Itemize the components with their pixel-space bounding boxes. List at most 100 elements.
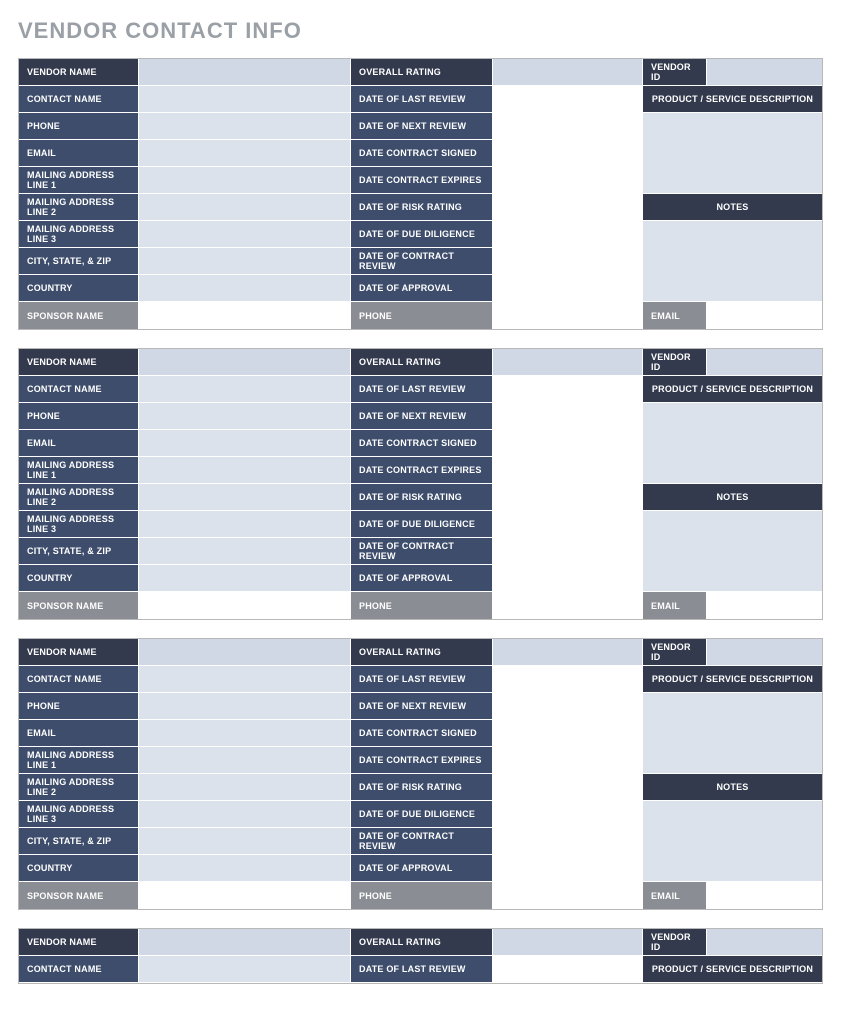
value-mail1[interactable] [139, 747, 351, 774]
value-city-state-zip[interactable] [139, 538, 351, 565]
label-country: COUNTRY [19, 855, 139, 882]
value-city-state-zip[interactable] [139, 248, 351, 275]
value-country[interactable] [139, 275, 351, 302]
value-sponsor-name[interactable] [139, 882, 351, 909]
value-sponsor-phone[interactable] [493, 592, 643, 619]
value-mail3[interactable] [139, 801, 351, 828]
value-date-contract-signed[interactable] [493, 720, 643, 747]
label-mail3: MAILING ADDRESS LINE 3 [19, 801, 139, 828]
value-date-contract-signed[interactable] [493, 140, 643, 167]
value-date-risk-rating[interactable] [493, 774, 643, 801]
value-date-due-diligence[interactable] [493, 511, 643, 538]
label-date-risk-rating: DATE OF RISK RATING [351, 484, 493, 511]
value-mail3[interactable] [139, 511, 351, 538]
value-date-contract-signed[interactable] [493, 430, 643, 457]
label-date-risk-rating: DATE OF RISK RATING [351, 774, 493, 801]
label-date-approval: DATE OF APPROVAL [351, 275, 493, 302]
value-sponsor-email[interactable] [707, 592, 822, 619]
value-overall-rating[interactable] [493, 59, 643, 86]
value-date-last-review[interactable] [493, 666, 643, 693]
value-country[interactable] [139, 855, 351, 882]
value-sponsor-phone[interactable] [493, 882, 643, 909]
value-mail2[interactable] [139, 194, 351, 221]
value-date-contract-expires[interactable] [493, 457, 643, 484]
label-date-contract-expires: DATE CONTRACT EXPIRES [351, 747, 493, 774]
value-sponsor-name[interactable] [139, 592, 351, 619]
value-product-desc[interactable] [643, 113, 822, 194]
value-vendor-name[interactable] [139, 349, 351, 376]
value-date-contract-review[interactable] [493, 248, 643, 275]
label-date-next-review: DATE OF NEXT REVIEW [351, 403, 493, 430]
value-product-desc[interactable] [643, 693, 822, 774]
label-date-last-review: DATE OF LAST REVIEW [351, 376, 493, 403]
label-phone: PHONE [19, 403, 139, 430]
value-overall-rating[interactable] [493, 349, 643, 376]
value-date-last-review[interactable] [493, 956, 643, 983]
value-overall-rating[interactable] [493, 639, 643, 666]
label-date-next-review: DATE OF NEXT REVIEW [351, 693, 493, 720]
value-date-next-review[interactable] [493, 693, 643, 720]
value-email[interactable] [139, 140, 351, 167]
value-date-contract-review[interactable] [493, 828, 643, 855]
value-overall-rating[interactable] [493, 929, 643, 956]
value-phone[interactable] [139, 113, 351, 140]
value-product-desc[interactable] [643, 403, 822, 484]
value-sponsor-name[interactable] [139, 302, 351, 329]
value-vendor-name[interactable] [139, 639, 351, 666]
value-date-contract-expires[interactable] [493, 747, 643, 774]
vendor-card: VENDOR NAMEOVERALL RATINGVENDOR IDCONTAC… [18, 928, 823, 984]
value-contact-name[interactable] [139, 86, 351, 113]
value-vendor-name[interactable] [139, 929, 351, 956]
value-notes[interactable] [643, 221, 822, 302]
value-contact-name[interactable] [139, 956, 351, 983]
value-country[interactable] [139, 565, 351, 592]
vendor-card: VENDOR NAMEOVERALL RATINGVENDOR IDCONTAC… [18, 58, 823, 330]
value-mail2[interactable] [139, 484, 351, 511]
value-date-next-review[interactable] [493, 403, 643, 430]
label-vendor-name: VENDOR NAME [19, 59, 139, 86]
value-mail2[interactable] [139, 774, 351, 801]
value-date-next-review[interactable] [493, 113, 643, 140]
label-overall-rating: OVERALL RATING [351, 59, 493, 86]
value-vendor-id[interactable] [707, 929, 822, 956]
label-date-contract-review: DATE OF CONTRACT REVIEW [351, 828, 493, 855]
value-city-state-zip[interactable] [139, 828, 351, 855]
value-phone[interactable] [139, 403, 351, 430]
label-vendor-name: VENDOR NAME [19, 349, 139, 376]
value-phone[interactable] [139, 693, 351, 720]
value-notes[interactable] [643, 511, 822, 592]
value-email[interactable] [139, 430, 351, 457]
value-vendor-name[interactable] [139, 59, 351, 86]
label-sponsor-name: SPONSOR NAME [19, 882, 139, 909]
value-mail1[interactable] [139, 457, 351, 484]
value-date-contract-expires[interactable] [493, 167, 643, 194]
value-contact-name[interactable] [139, 666, 351, 693]
value-date-due-diligence[interactable] [493, 801, 643, 828]
value-date-due-diligence[interactable] [493, 221, 643, 248]
value-mail3[interactable] [139, 221, 351, 248]
value-vendor-id[interactable] [707, 639, 822, 666]
value-sponsor-email[interactable] [707, 882, 822, 909]
value-vendor-id[interactable] [707, 349, 822, 376]
value-notes[interactable] [643, 801, 822, 882]
vendor-card: VENDOR NAMEOVERALL RATINGVENDOR IDCONTAC… [18, 638, 823, 910]
value-date-last-review[interactable] [493, 86, 643, 113]
value-vendor-id[interactable] [707, 59, 822, 86]
value-date-risk-rating[interactable] [493, 194, 643, 221]
label-date-last-review: DATE OF LAST REVIEW [351, 86, 493, 113]
value-sponsor-email[interactable] [707, 302, 822, 329]
value-date-approval[interactable] [493, 275, 643, 302]
value-date-last-review[interactable] [493, 376, 643, 403]
value-date-risk-rating[interactable] [493, 484, 643, 511]
value-sponsor-phone[interactable] [493, 302, 643, 329]
cards-container: VENDOR NAMEOVERALL RATINGVENDOR IDCONTAC… [18, 58, 823, 984]
value-date-contract-review[interactable] [493, 538, 643, 565]
label-mail3: MAILING ADDRESS LINE 3 [19, 511, 139, 538]
value-email[interactable] [139, 720, 351, 747]
label-mail2: MAILING ADDRESS LINE 2 [19, 194, 139, 221]
value-date-approval[interactable] [493, 565, 643, 592]
value-mail1[interactable] [139, 167, 351, 194]
label-overall-rating: OVERALL RATING [351, 349, 493, 376]
value-contact-name[interactable] [139, 376, 351, 403]
value-date-approval[interactable] [493, 855, 643, 882]
